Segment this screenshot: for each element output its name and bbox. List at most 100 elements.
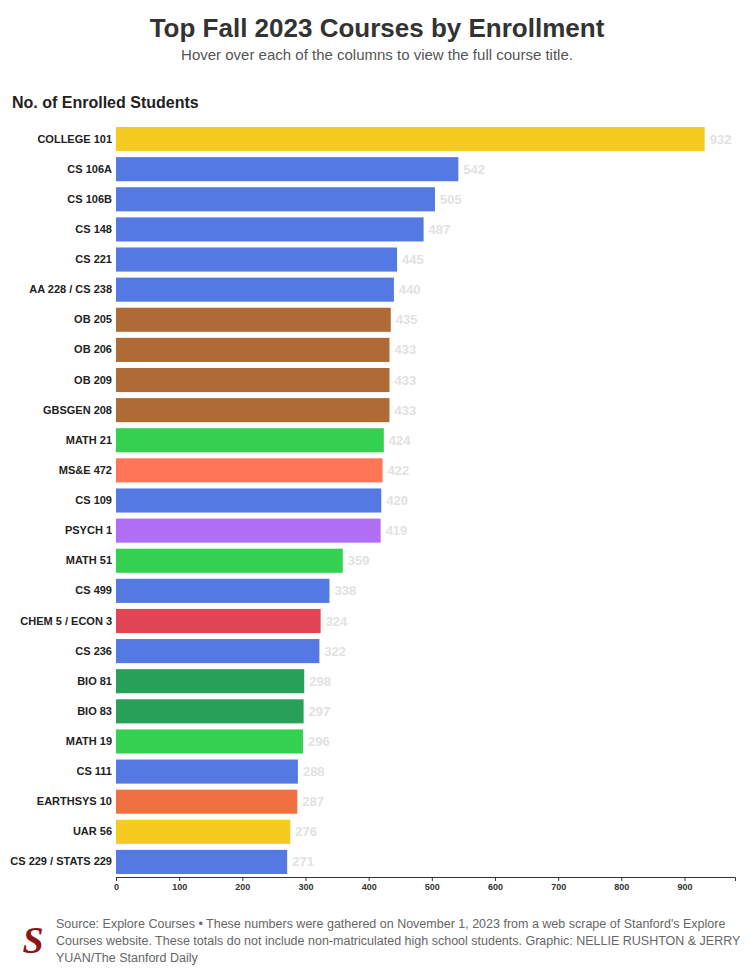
category-label: UAR 56	[73, 825, 112, 837]
tick: MATH 51	[66, 554, 112, 566]
category-label: CS 148	[75, 223, 112, 235]
tick: 100	[172, 877, 187, 892]
bar[interactable]	[116, 729, 303, 753]
bar[interactable]	[116, 699, 304, 723]
tick-mark	[621, 877, 622, 881]
x-axis: 0100200300400500600700800900	[114, 877, 736, 892]
data-label: 932	[710, 132, 732, 147]
bar[interactable]	[116, 669, 304, 693]
data-label: 338	[334, 583, 356, 598]
tick: MATH 21	[66, 434, 112, 446]
bar[interactable]	[116, 368, 389, 392]
subtitle: Hover over each of the columns to view t…	[181, 46, 573, 63]
data-label: 487	[429, 222, 451, 237]
data-label: 440	[399, 282, 421, 297]
bar[interactable]	[116, 519, 381, 543]
bar[interactable]	[116, 639, 319, 663]
tick-mark	[558, 877, 559, 881]
tick-label: 600	[488, 882, 503, 892]
tick: 0	[114, 877, 119, 892]
tick-mark	[495, 877, 496, 881]
tick: MS&E 472	[59, 464, 112, 476]
bar[interactable]	[116, 398, 389, 422]
tick: CS 106B	[67, 193, 112, 205]
tick-label: 400	[362, 882, 377, 892]
data-label: 542	[463, 162, 485, 177]
tick: BIO 83	[77, 705, 112, 717]
tick: 400	[362, 877, 377, 892]
tick-label: 100	[172, 882, 187, 892]
bar[interactable]	[116, 157, 458, 181]
bar[interactable]	[116, 278, 394, 302]
tick: CS 221	[75, 253, 112, 265]
bar[interactable]	[116, 790, 297, 814]
bar[interactable]	[116, 760, 298, 784]
bar[interactable]	[116, 428, 384, 452]
tick: CS 499	[75, 584, 112, 596]
data-label: 419	[386, 523, 408, 538]
tick-mark	[179, 877, 180, 881]
category-label: MATH 21	[66, 434, 112, 446]
logo: S	[16, 920, 50, 960]
tick: CS 106A	[67, 163, 112, 175]
category-label: CHEM 5 / ECON 3	[20, 615, 112, 627]
category-label: CS 106A	[67, 163, 112, 175]
category-label: MATH 51	[66, 554, 112, 566]
bar[interactable]	[116, 609, 321, 633]
data-label: 445	[402, 252, 424, 267]
tick: AA 228 / CS 238	[29, 283, 112, 295]
tick-mark	[116, 877, 117, 881]
tick: 800	[614, 877, 629, 892]
data-label: 287	[302, 794, 324, 809]
bar[interactable]	[116, 488, 381, 512]
tick-label: 300	[298, 882, 313, 892]
tick: 500	[425, 877, 440, 892]
bar[interactable]	[116, 458, 383, 482]
tick: CS 229 / STATS 229	[10, 855, 112, 867]
bar[interactable]	[116, 338, 389, 362]
tick-label: 800	[614, 882, 629, 892]
bar[interactable]	[116, 187, 435, 211]
tick-mark	[684, 877, 685, 881]
tick: CS 236	[75, 645, 112, 657]
data-label: 288	[303, 764, 325, 779]
category-label: CS 111	[77, 765, 112, 777]
data-label: 435	[396, 312, 418, 327]
bar[interactable]	[116, 247, 397, 271]
category-label: OB 206	[74, 343, 112, 355]
bar[interactable]	[116, 850, 287, 874]
y-axis: COLLEGE 101CS 106ACS 106BCS 148CS 221AA …	[10, 133, 112, 868]
tick: BIO 81	[77, 675, 112, 687]
data-label: 298	[309, 674, 331, 689]
bar[interactable]	[116, 579, 329, 603]
bars	[116, 127, 705, 874]
source-note: Source: Explore Courses • These numbers …	[56, 916, 746, 967]
data-labels: 9325425054874454404354334334334244224204…	[292, 132, 731, 870]
tick-mark	[432, 877, 433, 881]
bar[interactable]	[116, 820, 290, 844]
category-label: CS 499	[75, 584, 112, 596]
category-label: CS 236	[75, 645, 112, 657]
chart: Top Fall 2023 Courses by EnrollmentHover…	[0, 0, 754, 979]
axis-line	[117, 878, 736, 882]
tick: GBSGEN 208	[43, 404, 112, 416]
tick-mark	[242, 877, 243, 881]
category-label: CS 106B	[67, 193, 112, 205]
bar[interactable]	[116, 308, 391, 332]
tick: 300	[298, 877, 313, 892]
tick: PSYCH 1	[65, 524, 112, 536]
category-label: GBSGEN 208	[43, 404, 112, 416]
data-label: 276	[295, 824, 317, 839]
tick-mark	[305, 877, 306, 881]
data-label: 433	[394, 342, 416, 357]
data-label: 420	[386, 493, 408, 508]
bar[interactable]	[116, 549, 343, 573]
tick-label: 700	[551, 882, 566, 892]
tick: CHEM 5 / ECON 3	[20, 615, 112, 627]
data-label: 296	[308, 734, 330, 749]
tick-label: 200	[235, 882, 250, 892]
data-label: 322	[324, 644, 346, 659]
data-label: 271	[292, 854, 314, 869]
bar[interactable]	[116, 217, 424, 241]
bar[interactable]	[116, 127, 705, 151]
